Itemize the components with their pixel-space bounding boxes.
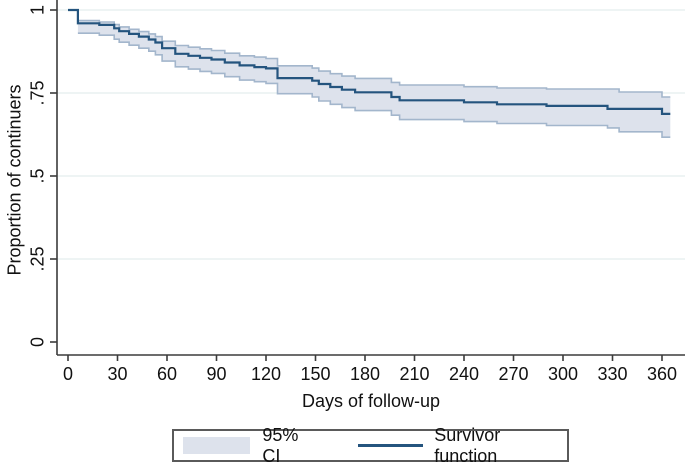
x-axis-title: Days of follow-up [301,391,441,411]
x-tick-label: 30 [107,364,128,384]
survivor-line [68,8,671,115]
ci-legend-label: 95% CI [262,424,299,465]
y-tick-label: .5 [27,168,48,184]
survivor-legend-label: Survivor function [434,424,501,465]
y-tick-label: .25 [27,246,48,272]
x-tick-label: 210 [399,364,430,384]
x-tick-label: 270 [498,364,529,384]
x-tick-label: 360 [646,364,678,384]
survivor-line-swatch [357,444,424,447]
x-tick-label: 300 [547,364,579,384]
x-tick-label: 0 [62,364,74,384]
ci-band-swatch [183,437,251,454]
y-tick-label: 1 [27,4,48,16]
x-tick-label: 90 [206,364,227,384]
x-tick-label: 60 [156,364,178,384]
x-tick-label: 150 [300,364,331,384]
ci-upper-edge [77,19,671,98]
x-tick-label: 180 [349,364,381,384]
x-tick-label: 120 [250,364,282,384]
y-tick-label: .75 [27,80,48,106]
y-tick-label: 0 [27,336,48,348]
ci-lower-edge [77,32,671,138]
x-tick-label: 330 [597,364,628,384]
x-tick-label: 240 [448,364,480,384]
legend: 95% CI Survivor function [172,425,569,465]
y-axis-title: Proportion of continuers [4,84,25,276]
